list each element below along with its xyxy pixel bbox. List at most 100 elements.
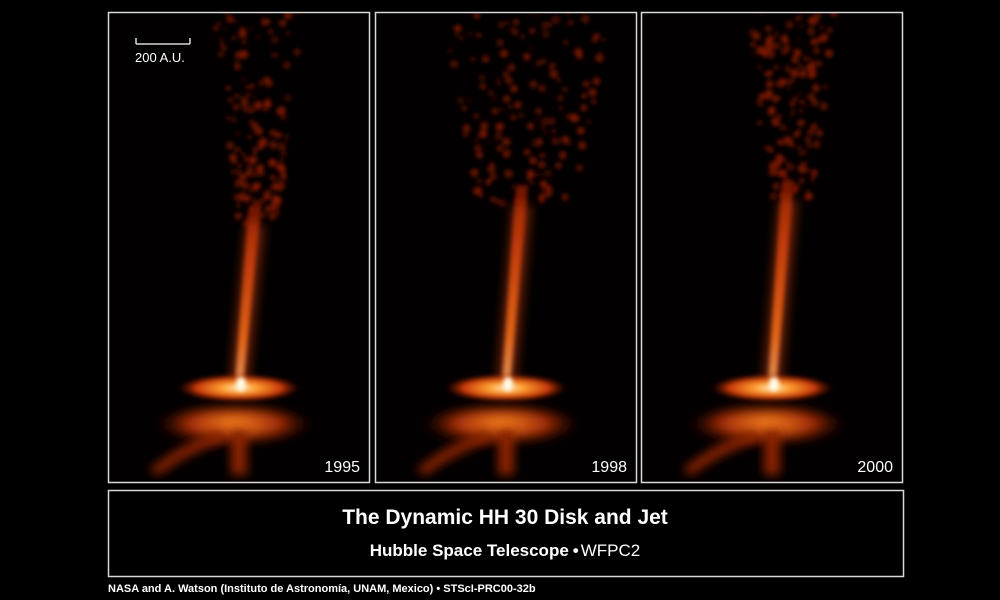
knot <box>219 42 226 48</box>
knot <box>804 167 810 173</box>
knot <box>271 200 277 206</box>
knot <box>808 63 816 72</box>
knot <box>535 13 539 17</box>
panel-year: 2000 <box>857 459 893 476</box>
knot <box>468 98 472 103</box>
knot <box>253 100 263 110</box>
knot <box>448 49 452 53</box>
knot <box>476 32 482 38</box>
knot <box>819 24 825 30</box>
knot <box>786 162 791 166</box>
knot <box>802 65 810 74</box>
subtitle: Hubble Space Telescope • WFPC2 <box>370 541 640 560</box>
caption-box <box>107 489 905 578</box>
knot <box>812 46 821 55</box>
knot <box>238 26 246 34</box>
knot <box>797 70 805 78</box>
knot <box>487 164 496 174</box>
panel-art <box>149 12 314 475</box>
knot <box>526 169 536 179</box>
knot <box>496 80 502 86</box>
knot <box>234 62 241 69</box>
knot <box>775 35 779 39</box>
knot <box>798 92 802 96</box>
knot <box>285 30 291 36</box>
panel-year: 1995 <box>324 459 360 476</box>
knot <box>245 85 250 90</box>
knot <box>262 191 271 201</box>
knot <box>563 40 569 45</box>
knot <box>485 178 492 185</box>
knot <box>510 184 516 190</box>
knot <box>541 21 550 30</box>
knot <box>243 107 248 113</box>
knot <box>536 137 542 143</box>
knot <box>770 50 776 56</box>
knot <box>793 48 802 57</box>
knot <box>789 68 799 78</box>
knot <box>799 108 804 113</box>
knot <box>491 107 499 115</box>
knot <box>804 104 808 108</box>
knot <box>462 131 469 138</box>
knot <box>809 177 815 182</box>
knot <box>803 56 808 61</box>
knot <box>785 127 790 132</box>
panel-frame <box>107 11 371 484</box>
knot <box>507 63 516 72</box>
knot <box>756 98 763 106</box>
credit: NASA and A. Watson (Instituto de Astrono… <box>108 583 536 595</box>
knot <box>235 51 242 58</box>
knot <box>258 79 265 87</box>
knot <box>772 182 781 191</box>
knot <box>783 135 792 144</box>
knot <box>263 99 272 109</box>
knot <box>784 65 792 73</box>
knot <box>807 92 816 101</box>
knot <box>765 41 775 51</box>
knot <box>529 28 535 34</box>
knot <box>824 49 834 58</box>
knot <box>541 125 545 129</box>
knot <box>260 143 266 150</box>
knot <box>767 146 774 153</box>
knot <box>234 179 243 188</box>
knot <box>551 137 560 146</box>
jet-halo <box>762 200 798 385</box>
knot <box>259 198 265 204</box>
knot <box>808 69 817 78</box>
knot <box>487 90 494 96</box>
knot <box>748 28 757 37</box>
knot <box>811 169 816 173</box>
knot <box>462 124 471 133</box>
knot <box>502 71 510 78</box>
knot <box>810 123 818 131</box>
knot <box>496 77 501 81</box>
knot <box>765 25 772 33</box>
knot <box>796 145 802 150</box>
knot <box>266 96 270 100</box>
knot <box>785 20 794 30</box>
knot <box>586 120 591 124</box>
knot <box>271 182 279 191</box>
knot <box>777 138 785 146</box>
knot <box>474 13 481 19</box>
knot <box>540 182 550 191</box>
knot <box>810 98 819 107</box>
knot <box>488 140 492 145</box>
knot <box>577 141 587 150</box>
knot <box>529 80 538 89</box>
knot <box>478 129 488 139</box>
knot <box>756 64 762 70</box>
knot <box>810 38 819 47</box>
knot <box>782 38 789 45</box>
knot <box>814 19 820 24</box>
knot <box>535 107 543 115</box>
knot <box>551 15 561 25</box>
knot <box>567 20 574 26</box>
knot <box>492 96 497 101</box>
knot <box>767 107 776 116</box>
knot <box>279 167 287 174</box>
scale-bar <box>135 38 191 45</box>
knot <box>510 114 517 121</box>
